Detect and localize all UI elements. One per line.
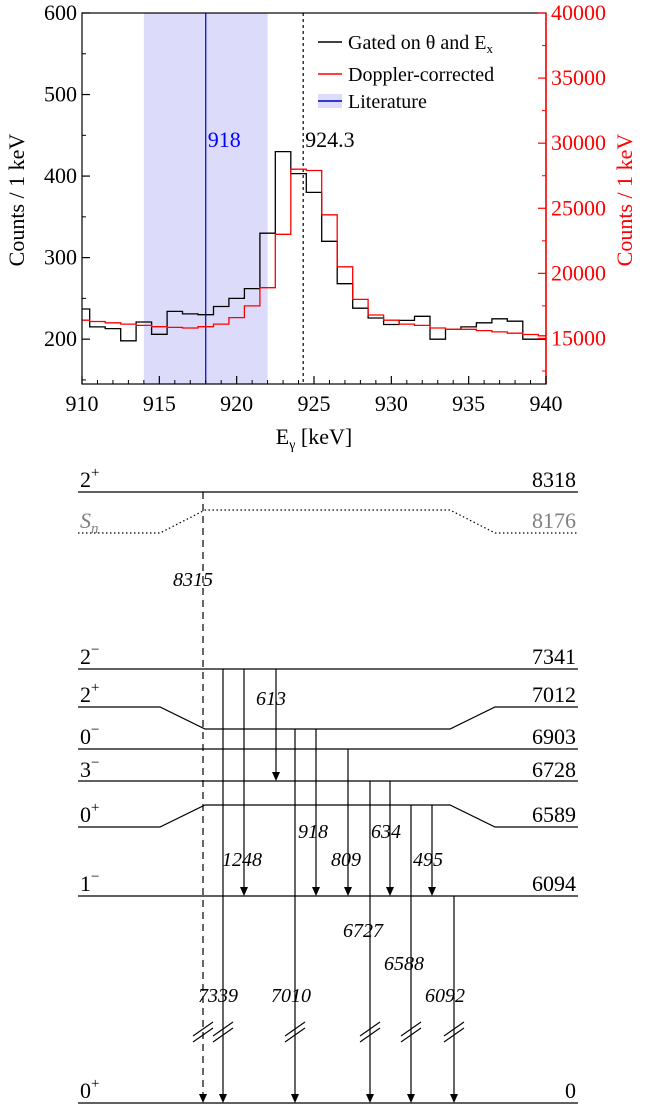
legend-label-doppler: Doppler-corrected (348, 64, 494, 86)
level-spin-6728: 3− (80, 755, 99, 782)
series-line-doppler (82, 168, 546, 337)
literature-value-label: 918 (208, 127, 241, 152)
axis-break-marks (192, 1021, 465, 1043)
legend-label-gated: Gated on θ and Ex (348, 32, 493, 56)
break-mark (400, 1021, 422, 1037)
break-mark (192, 1021, 214, 1037)
transition-label-7339: 7339 (198, 985, 238, 1007)
transition-arrowhead-495 (428, 887, 436, 896)
y-right-tick-label-40000: 40000 (551, 0, 606, 25)
level-spin-8318: 2+ (80, 465, 99, 492)
transition-arrowhead-6588 (407, 1094, 415, 1103)
y-left-tick-label-600: 600 (44, 0, 77, 25)
level-energy-7012: 7012 (532, 682, 576, 707)
series-layer (82, 150, 546, 342)
y-left-tick-label-400: 400 (44, 163, 77, 188)
x-tick-label-925: 925 (298, 391, 331, 416)
transition-arrowhead-634 (386, 887, 394, 896)
level-energy-6728: 6728 (532, 757, 576, 782)
y-right-tick-label-35000: 35000 (551, 65, 606, 90)
spectrum-chart: 910 915 920 925 930 935 940 200 300 400 500 600 1500… (4, 0, 637, 453)
break-mark (212, 1027, 234, 1043)
level-energy-8318: 8318 (532, 467, 576, 492)
level-energy-6589: 6589 (532, 802, 576, 827)
level-spin-6094: 1− (80, 869, 99, 896)
break-mark (284, 1021, 306, 1037)
break-mark (284, 1027, 306, 1043)
transition-label-613: 613 (256, 688, 286, 710)
y-axis-right-label: Counts / 1 keV (612, 134, 637, 267)
transition-arrowhead-6092 (450, 1094, 458, 1103)
x-tick-label-915: 915 (143, 391, 176, 416)
transition-arrowhead-8315 (199, 1094, 207, 1103)
transition-label-6727: 6727 (343, 920, 384, 942)
y-left-tick-label-300: 300 (44, 245, 77, 270)
transition-label-6092: 6092 (425, 985, 465, 1007)
level-energy-6094: 6094 (532, 871, 576, 896)
break-mark (359, 1021, 381, 1037)
legend: Gated on θ and Ex Doppler-corrected Lite… (318, 32, 494, 113)
break-mark (400, 1027, 422, 1043)
y-right-tick-label-30000: 30000 (551, 130, 606, 155)
transition-arrowhead-6727 (366, 1094, 374, 1103)
transition-arrows (199, 492, 458, 1103)
transition-arrowhead-7339 (219, 1094, 227, 1103)
x-axis-label: Eγ [keV] (276, 424, 352, 453)
break-mark (359, 1027, 381, 1043)
level-spin-6589: 0+ (80, 800, 99, 827)
y-right-tick-label-25000: 25000 (551, 195, 606, 220)
sn-label: Sn (80, 508, 99, 537)
measured-value-label: 924.3 (305, 127, 355, 152)
transition-arrowhead-613 (272, 772, 280, 781)
transition-label-809: 809 (331, 849, 361, 871)
transition-label-1248: 1248 (222, 849, 262, 871)
transition-label-634: 634 (371, 821, 401, 843)
axis-ticks: 910 915 920 925 930 935 940 200 300 400 500 600 1500… (44, 0, 606, 416)
level-energy-7341: 7341 (532, 644, 576, 669)
transition-arrowhead-7010 (291, 1094, 299, 1103)
break-mark (443, 1027, 465, 1043)
x-tick-label-940: 940 (530, 391, 563, 416)
legend-label-literature: Literature (348, 91, 427, 113)
x-tick-label-935: 935 (452, 391, 485, 416)
y-right-tick-label-15000: 15000 (551, 325, 606, 350)
break-mark (443, 1021, 465, 1037)
transition-label-8315: 8315 (173, 569, 213, 591)
level-spin-6903: 0− (80, 722, 99, 749)
y-axis-left-label: Counts / 1 keV (4, 134, 29, 267)
level-spin-7341: 2− (80, 642, 99, 669)
level-energy-0: 0 (565, 1078, 576, 1103)
break-mark (192, 1027, 214, 1043)
x-tick-label-920: 920 (220, 391, 253, 416)
series-line-gated (82, 150, 546, 342)
level-spin-0: 0+ (80, 1076, 99, 1103)
x-tick-label-930: 930 (375, 391, 408, 416)
transition-label-495: 495 (413, 849, 443, 871)
break-mark (212, 1021, 234, 1037)
transition-label-6588: 6588 (384, 953, 424, 975)
y-left-tick-label-500: 500 (44, 82, 77, 107)
transition-arrowhead-918 (312, 887, 320, 896)
transition-arrowhead-1248 (240, 887, 248, 896)
x-tick-label-910: 910 (66, 391, 99, 416)
y-right-tick-label-20000: 20000 (551, 260, 606, 285)
transition-label-7010: 7010 (271, 985, 311, 1007)
sn-energy: 8176 (532, 508, 576, 533)
level-energy-6903: 6903 (532, 724, 576, 749)
transition-label-918: 918 (298, 821, 328, 843)
transition-arrowhead-809 (344, 887, 352, 896)
level-line-sn (78, 509, 578, 534)
level-line-6589 (78, 804, 578, 828)
level-line-7012 (78, 706, 578, 730)
level-scheme: 2+ Sn 2− 2+ 0− 3− 0+ 1− 0+ 8318 8176 734… (78, 465, 578, 1104)
level-spin-7012: 2+ (80, 680, 99, 707)
y-left-tick-label-200: 200 (44, 326, 77, 351)
